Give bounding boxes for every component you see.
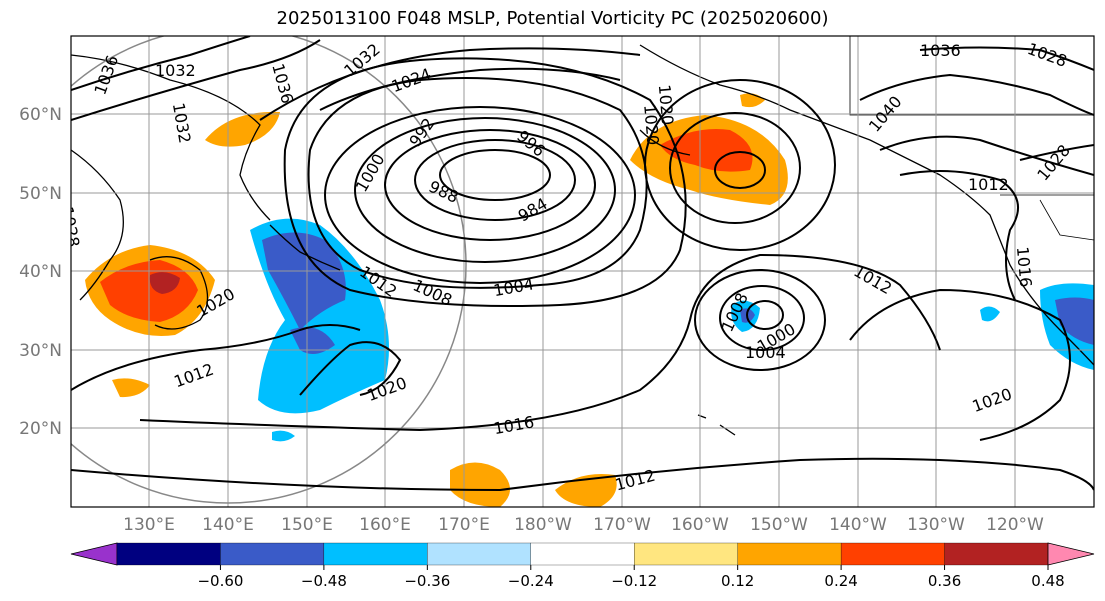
pv-region [272,430,295,442]
isobar [354,117,616,263]
colorbar-tick-label: 0.36 [928,572,961,590]
map-frame [70,35,1095,508]
isobar [414,139,576,221]
isobar [919,46,1094,71]
isobar [384,129,596,241]
colorbar-segment [737,542,842,566]
colorbar-segment [530,542,635,566]
isobar [299,341,402,396]
isobar [319,67,621,111]
lat-label: 60°N [19,105,62,125]
colorbar-segment [634,542,738,566]
isobar [71,39,321,121]
lat-label: 20°N [19,419,62,439]
pv-region [1055,297,1094,345]
lon-label: 150°W [750,515,808,535]
lon-label: 130°E [123,515,175,535]
isobar [719,285,805,351]
colorbar-ticks: −0.60 −0.48 −0.36 −0.24 −0.12 0.12 0.24 0.36 0.4… [197,565,1065,590]
pv-region [149,272,180,294]
isobar [899,170,1019,301]
isobar [71,457,1094,492]
lon-label: 150°E [281,515,333,535]
isobar-label: 1032 [155,61,196,80]
pv-region [660,129,753,172]
isobar-label: 1004 [745,343,786,362]
isobar [324,106,636,284]
colorbar-segment [323,542,428,566]
colorbar-segment [116,542,221,566]
colorbar-segment [220,542,325,566]
lon-label: 160°W [671,515,729,535]
map-title: 2025013100 F048 MSLP, Potential Vorticit… [276,8,829,29]
isobar [71,324,361,391]
pv-region [205,111,280,147]
reference-circle [71,36,467,504]
isobar-label: 1020 [655,84,677,126]
isobar [644,79,836,251]
lon-label: 140°E [202,515,254,535]
pv-region [262,232,346,330]
lat-label: 50°N [19,184,62,204]
isobar [439,149,551,201]
isobar [669,112,801,224]
isobar [283,57,687,307]
colorbar-tick-label: 0.24 [824,572,857,590]
colorbar-tick-label: 0.48 [1031,572,1064,590]
lon-label: 120°W [986,515,1044,535]
pv-region [290,327,335,354]
isobar [746,300,784,330]
isobar [694,269,826,371]
longitude-labels: 130°E 140°E 150°E 160°E 170°E 180°W 170°… [123,515,1044,535]
colorbar-tick-label: −0.48 [301,572,347,590]
latitude-labels: 60°N 50°N 40°N 30°N 20°N [19,105,62,439]
isobar [1019,144,1094,161]
lon-label: 170°E [438,515,490,535]
lon-label: 160°E [359,515,411,535]
lon-label: 140°W [829,515,887,535]
isobar [879,135,1094,176]
isobar-label: 1020 [640,104,662,146]
isobar [259,47,641,121]
colorbar-extend-right [1047,542,1095,566]
isobars [71,36,1094,492]
pv-region [112,378,150,398]
lat-label: 40°N [19,262,62,282]
colorbar-tick-label: 0.12 [721,572,754,590]
isobar-label: 1016 [1013,246,1035,288]
isobar [849,288,1071,441]
colorbar-tick-label: −0.12 [611,572,657,590]
colorbar-tick-label: −0.60 [197,572,243,590]
pv-region [450,462,510,507]
lon-label: 130°W [907,515,965,535]
isobar [71,36,251,91]
isobar-label: 1012 [968,175,1009,194]
colorbar: −0.60 −0.48 −0.36 −0.24 −0.12 0.12 0.24 0.36 0.4… [70,542,1095,590]
isobar [307,77,648,289]
isobar [139,253,941,432]
colorbar-extend-left [70,542,118,566]
isobar [714,151,766,189]
colorbar-segment [427,542,531,566]
pv-region [555,474,617,507]
colorbar-tick-label: −0.36 [404,572,450,590]
colorbar-segments [116,542,1049,566]
colorbar-tick-label: −0.24 [508,572,554,590]
colorbar-segment [840,542,945,566]
lat-label: 30°N [19,341,62,361]
isobar-label: 1036 [920,41,961,60]
lon-label: 180°W [514,515,572,535]
pv-region [980,306,1000,322]
coastlines [71,44,1094,436]
colorbar-segment [944,542,1049,566]
lon-label: 170°W [593,515,651,535]
isobar [859,73,1094,116]
